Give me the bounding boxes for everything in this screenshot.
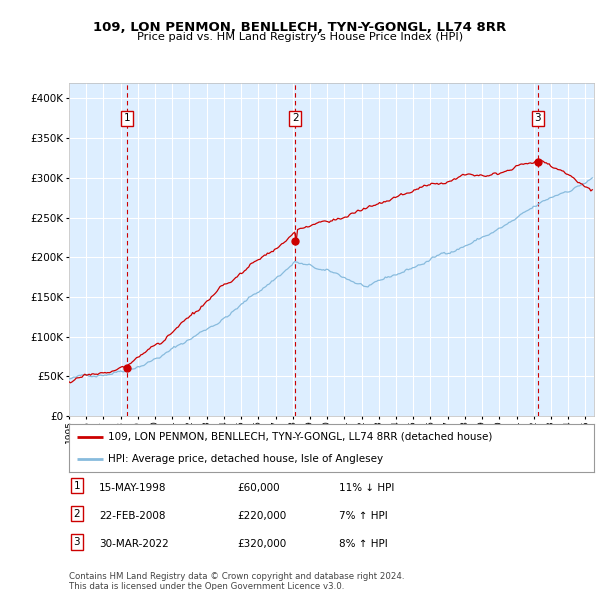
Text: HPI: Average price, detached house, Isle of Anglesey: HPI: Average price, detached house, Isle… bbox=[109, 454, 383, 464]
Text: £320,000: £320,000 bbox=[237, 539, 286, 549]
Text: 1: 1 bbox=[124, 113, 130, 123]
Text: 1: 1 bbox=[73, 481, 80, 491]
Text: 3: 3 bbox=[535, 113, 541, 123]
Text: Contains HM Land Registry data © Crown copyright and database right 2024.: Contains HM Land Registry data © Crown c… bbox=[69, 572, 404, 581]
Text: 3: 3 bbox=[73, 537, 80, 547]
Text: 109, LON PENMON, BENLLECH, TYN-Y-GONGL, LL74 8RR (detached house): 109, LON PENMON, BENLLECH, TYN-Y-GONGL, … bbox=[109, 432, 493, 442]
Text: 2: 2 bbox=[73, 509, 80, 519]
Text: 22-FEB-2008: 22-FEB-2008 bbox=[99, 511, 166, 521]
Text: 15-MAY-1998: 15-MAY-1998 bbox=[99, 483, 167, 493]
Text: 7% ↑ HPI: 7% ↑ HPI bbox=[339, 511, 388, 521]
Text: 109, LON PENMON, BENLLECH, TYN-Y-GONGL, LL74 8RR: 109, LON PENMON, BENLLECH, TYN-Y-GONGL, … bbox=[94, 21, 506, 34]
Text: £220,000: £220,000 bbox=[237, 511, 286, 521]
Text: 2: 2 bbox=[292, 113, 298, 123]
Text: £60,000: £60,000 bbox=[237, 483, 280, 493]
Text: 8% ↑ HPI: 8% ↑ HPI bbox=[339, 539, 388, 549]
Text: 30-MAR-2022: 30-MAR-2022 bbox=[99, 539, 169, 549]
Text: Price paid vs. HM Land Registry's House Price Index (HPI): Price paid vs. HM Land Registry's House … bbox=[137, 32, 463, 42]
Text: 11% ↓ HPI: 11% ↓ HPI bbox=[339, 483, 394, 493]
Text: This data is licensed under the Open Government Licence v3.0.: This data is licensed under the Open Gov… bbox=[69, 582, 344, 590]
